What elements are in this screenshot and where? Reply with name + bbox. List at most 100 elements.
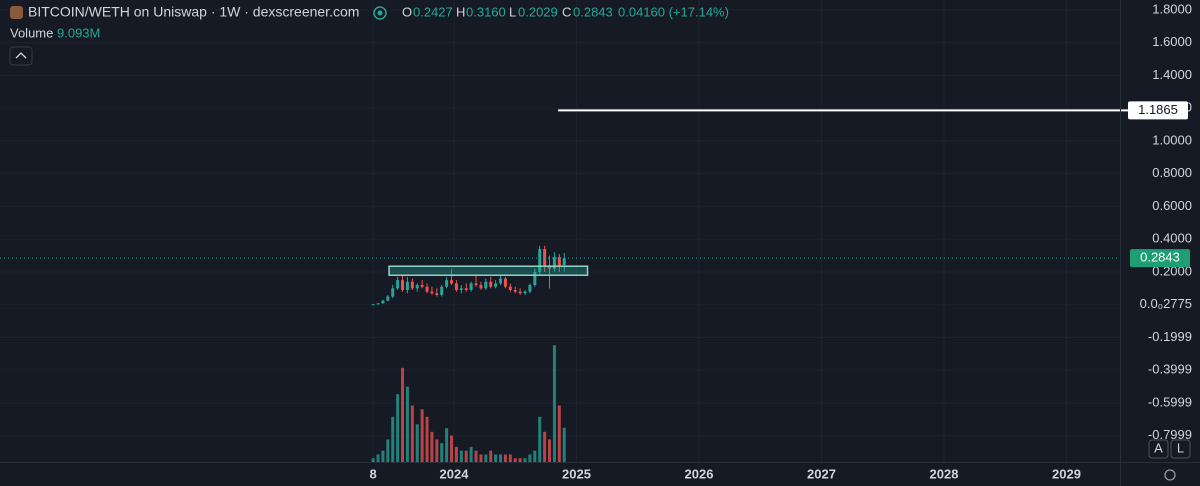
candle-body [445,280,449,287]
x-tick-label: 2027 [807,466,836,481]
ohlc-value: 0.3160 [466,4,506,19]
settings-icon[interactable] [1164,469,1176,481]
volume-bar [396,394,400,462]
volume-bar [405,386,409,462]
volume-bar [552,345,556,462]
volume-bar [474,450,478,462]
volume-bar [459,450,463,462]
y-tick-label: 1.4000 [1152,67,1192,82]
candle-body [552,257,556,269]
volume-bar [415,424,419,462]
y-tick-label: 0.4000 [1152,231,1192,246]
collapse-button[interactable] [9,46,33,66]
volume-bar [371,458,375,462]
y-tick-label: 1.0000 [1152,132,1192,147]
x-tick-label: 8 [370,466,377,481]
candle-body [381,300,385,304]
horizontal-line-box [1128,101,1188,120]
y-tick-label: 1.8000 [1152,1,1192,16]
ohlc-value: 0.2427 [413,4,453,19]
chart-title: BITCOIN/WETH on Uniswap · 1W · dexscreen… [28,4,359,20]
volume-bar [548,439,552,462]
volume-bar [401,367,405,462]
candle-body [548,265,552,269]
ohlc-change: 0.04160 (+17.14%) [618,4,729,19]
volume-bar [435,439,439,462]
candle-body [376,303,380,305]
volume-bar [543,431,547,462]
volume-bar [557,405,561,462]
candle-body [410,281,414,289]
button-label[interactable]: L [1177,440,1184,455]
candle-body [562,258,566,265]
ohlc-key: L [509,4,516,19]
x-tick-label: 2024 [440,466,470,481]
candle-body [469,283,473,290]
volume-bar [513,458,517,462]
volume-bar [430,431,434,462]
candle-body [371,304,375,306]
volume-bar [410,405,414,462]
volume-bar [425,416,429,462]
candle-body [440,286,444,295]
candle-body [450,280,454,284]
y-tick-label: 0.6000 [1152,198,1192,213]
volume-bar [386,439,390,462]
volume-bar [454,446,458,462]
zone [388,265,589,276]
x-tick-label: 2029 [1052,466,1081,481]
y-tick-label: -0.1999 [1148,329,1192,344]
candle-body [420,285,424,287]
status-icon [373,6,387,20]
volume-bar [381,450,385,462]
candle-body [528,285,532,292]
candle-body [425,286,429,292]
candle-body [508,286,512,290]
ohlc-value: 0.2843 [573,4,613,19]
ohlc-key: O [402,4,412,19]
candle-body [503,278,507,287]
volume-bar [523,458,527,462]
volume-bar [528,454,532,462]
button-label[interactable]: A [1154,440,1163,455]
y-tick-label: -0.3999 [1148,362,1192,377]
volume-bar [376,454,380,462]
candle-body [396,280,400,289]
candle-body [489,281,493,287]
candle-body [430,291,434,294]
candle-body [523,291,527,294]
candle-body [464,288,468,290]
candle-body [459,288,463,290]
volume-bar [479,454,483,462]
y-tick-label: -0.5999 [1148,394,1192,409]
status-icon-dot [377,10,383,16]
volume-bar [508,454,512,462]
candle-body [386,296,390,301]
candle-body [401,280,405,290]
candle-body [435,293,439,295]
x-tick-label: 2025 [562,466,591,481]
volume-legend-name: Volume [10,25,53,40]
volume-bar [499,454,503,462]
auto-scale-button[interactable] [1148,439,1169,459]
candle-body [405,281,409,290]
volume-bar [450,435,454,462]
token-icon [10,6,23,19]
y-tick-label: 0.0₀2775 [1140,296,1192,311]
volume-bar [420,409,424,462]
candle-body [543,249,547,266]
candle-body [499,278,503,284]
volume-bar [562,427,566,462]
volume-bar [440,443,444,462]
candle-body [518,291,522,294]
candle-body [538,249,542,272]
volume-bar [484,454,488,462]
candle-body [513,289,517,292]
candle-body [474,283,478,286]
volume-bar [489,450,493,462]
ohlc-key: H [456,4,465,19]
volume-bar [494,454,498,462]
log-scale-button[interactable] [1170,439,1191,459]
